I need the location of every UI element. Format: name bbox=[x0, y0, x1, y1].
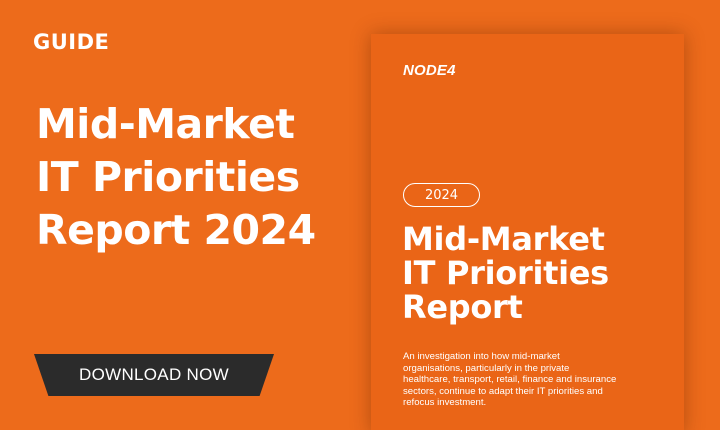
download-now-button[interactable]: DOWNLOAD NOW bbox=[34, 354, 274, 396]
cover-title-line-3: Report bbox=[402, 288, 523, 326]
headline-line-1: Mid-Market bbox=[36, 100, 295, 148]
headline-line-2: IT Priorities bbox=[36, 153, 300, 201]
banner-headline: Mid-Market IT Priorities Report 2024 bbox=[36, 98, 356, 257]
cover-title: Mid-Market IT Priorities Report bbox=[402, 222, 672, 324]
report-cover: NODE4 2024 Mid-Market IT Priorities Repo… bbox=[371, 34, 684, 430]
node4-logo: NODE4 bbox=[403, 62, 456, 79]
cover-title-line-1: Mid-Market bbox=[402, 220, 605, 258]
guide-label: GUIDE bbox=[33, 30, 110, 54]
year-badge: 2024 bbox=[403, 183, 480, 207]
cover-description: An investigation into how mid-market org… bbox=[403, 351, 617, 408]
cover-title-line-2: IT Priorities bbox=[402, 254, 609, 292]
headline-line-3: Report 2024 bbox=[36, 206, 316, 254]
